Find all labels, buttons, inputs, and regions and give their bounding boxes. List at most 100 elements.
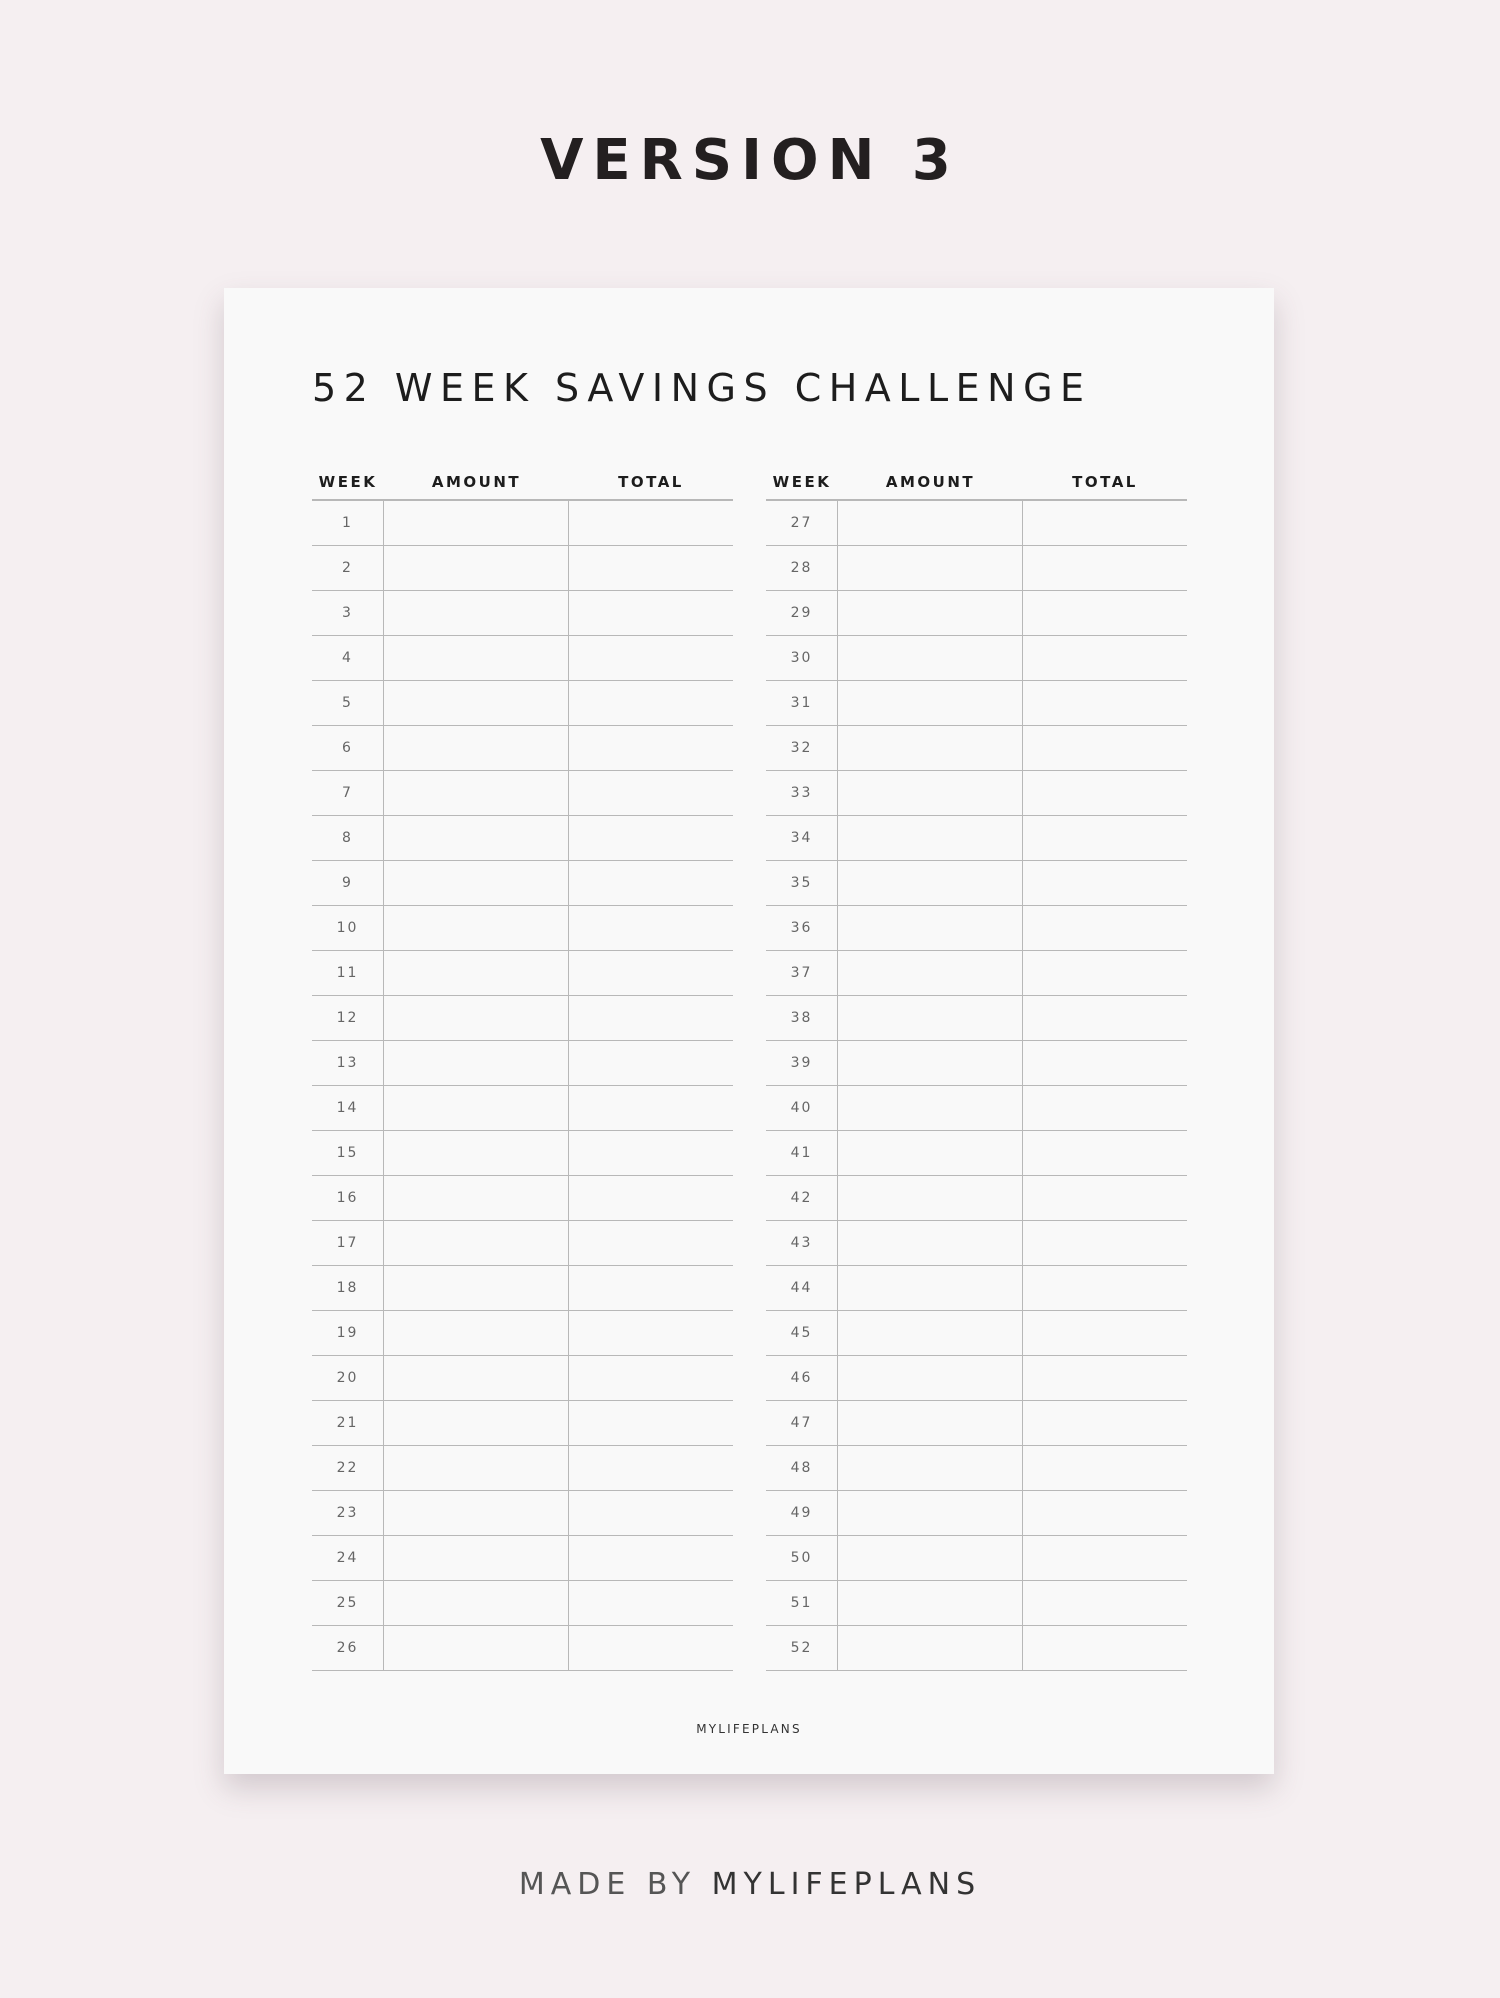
total-cell[interactable] xyxy=(1023,1311,1187,1355)
amount-cell[interactable] xyxy=(838,996,1023,1040)
amount-cell[interactable] xyxy=(384,591,569,635)
total-cell[interactable] xyxy=(569,1401,733,1445)
total-cell[interactable] xyxy=(1023,1446,1187,1490)
amount-cell[interactable] xyxy=(838,591,1023,635)
total-cell[interactable] xyxy=(1023,681,1187,725)
total-cell[interactable] xyxy=(1023,1581,1187,1625)
total-cell[interactable] xyxy=(569,1266,733,1310)
amount-cell[interactable] xyxy=(384,1356,569,1400)
total-cell[interactable] xyxy=(569,996,733,1040)
amount-cell[interactable] xyxy=(384,501,569,545)
total-cell[interactable] xyxy=(1023,1491,1187,1535)
total-cell[interactable] xyxy=(569,1221,733,1265)
total-cell[interactable] xyxy=(569,816,733,860)
total-cell[interactable] xyxy=(569,546,733,590)
total-cell[interactable] xyxy=(1023,1221,1187,1265)
amount-cell[interactable] xyxy=(384,1131,569,1175)
amount-cell[interactable] xyxy=(384,1401,569,1445)
amount-cell[interactable] xyxy=(384,906,569,950)
total-cell[interactable] xyxy=(1023,861,1187,905)
total-cell[interactable] xyxy=(569,906,733,950)
total-cell[interactable] xyxy=(569,726,733,770)
amount-cell[interactable] xyxy=(838,906,1023,950)
total-cell[interactable] xyxy=(569,1311,733,1355)
amount-cell[interactable] xyxy=(838,816,1023,860)
total-cell[interactable] xyxy=(569,1536,733,1580)
amount-cell[interactable] xyxy=(838,1581,1023,1625)
amount-cell[interactable] xyxy=(384,1581,569,1625)
amount-cell[interactable] xyxy=(838,1086,1023,1130)
total-cell[interactable] xyxy=(1023,1176,1187,1220)
total-cell[interactable] xyxy=(569,591,733,635)
total-cell[interactable] xyxy=(569,1626,733,1670)
amount-cell[interactable] xyxy=(384,861,569,905)
total-cell[interactable] xyxy=(569,636,733,680)
amount-cell[interactable] xyxy=(384,726,569,770)
amount-cell[interactable] xyxy=(384,1536,569,1580)
amount-cell[interactable] xyxy=(838,681,1023,725)
amount-cell[interactable] xyxy=(384,1626,569,1670)
amount-cell[interactable] xyxy=(384,636,569,680)
total-cell[interactable] xyxy=(569,951,733,995)
total-cell[interactable] xyxy=(1023,726,1187,770)
amount-cell[interactable] xyxy=(384,546,569,590)
amount-cell[interactable] xyxy=(838,726,1023,770)
amount-cell[interactable] xyxy=(838,1266,1023,1310)
amount-cell[interactable] xyxy=(384,816,569,860)
amount-cell[interactable] xyxy=(838,1221,1023,1265)
amount-cell[interactable] xyxy=(838,501,1023,545)
amount-cell[interactable] xyxy=(384,1176,569,1220)
amount-cell[interactable] xyxy=(838,1401,1023,1445)
total-cell[interactable] xyxy=(1023,906,1187,950)
amount-cell[interactable] xyxy=(384,1041,569,1085)
total-cell[interactable] xyxy=(569,1041,733,1085)
total-cell[interactable] xyxy=(1023,1131,1187,1175)
amount-cell[interactable] xyxy=(838,771,1023,815)
total-cell[interactable] xyxy=(1023,636,1187,680)
amount-cell[interactable] xyxy=(384,1311,569,1355)
total-cell[interactable] xyxy=(569,1356,733,1400)
total-cell[interactable] xyxy=(569,1176,733,1220)
amount-cell[interactable] xyxy=(384,951,569,995)
total-cell[interactable] xyxy=(569,1446,733,1490)
total-cell[interactable] xyxy=(1023,1356,1187,1400)
total-cell[interactable] xyxy=(569,1131,733,1175)
amount-cell[interactable] xyxy=(838,1041,1023,1085)
amount-cell[interactable] xyxy=(384,681,569,725)
amount-cell[interactable] xyxy=(838,546,1023,590)
total-cell[interactable] xyxy=(1023,591,1187,635)
amount-cell[interactable] xyxy=(384,1446,569,1490)
total-cell[interactable] xyxy=(569,501,733,545)
total-cell[interactable] xyxy=(1023,1536,1187,1580)
amount-cell[interactable] xyxy=(838,861,1023,905)
total-cell[interactable] xyxy=(569,1086,733,1130)
amount-cell[interactable] xyxy=(838,1626,1023,1670)
amount-cell[interactable] xyxy=(384,996,569,1040)
total-cell[interactable] xyxy=(1023,1086,1187,1130)
total-cell[interactable] xyxy=(1023,1401,1187,1445)
amount-cell[interactable] xyxy=(838,1131,1023,1175)
amount-cell[interactable] xyxy=(384,1221,569,1265)
amount-cell[interactable] xyxy=(838,636,1023,680)
total-cell[interactable] xyxy=(1023,1041,1187,1085)
amount-cell[interactable] xyxy=(838,1176,1023,1220)
amount-cell[interactable] xyxy=(384,771,569,815)
amount-cell[interactable] xyxy=(838,1311,1023,1355)
total-cell[interactable] xyxy=(1023,1626,1187,1670)
total-cell[interactable] xyxy=(1023,546,1187,590)
total-cell[interactable] xyxy=(569,681,733,725)
total-cell[interactable] xyxy=(1023,816,1187,860)
amount-cell[interactable] xyxy=(838,1536,1023,1580)
total-cell[interactable] xyxy=(1023,996,1187,1040)
total-cell[interactable] xyxy=(1023,771,1187,815)
amount-cell[interactable] xyxy=(384,1266,569,1310)
total-cell[interactable] xyxy=(569,1491,733,1535)
total-cell[interactable] xyxy=(1023,501,1187,545)
total-cell[interactable] xyxy=(569,771,733,815)
total-cell[interactable] xyxy=(1023,951,1187,995)
total-cell[interactable] xyxy=(569,1581,733,1625)
amount-cell[interactable] xyxy=(384,1491,569,1535)
amount-cell[interactable] xyxy=(838,1356,1023,1400)
amount-cell[interactable] xyxy=(838,1446,1023,1490)
amount-cell[interactable] xyxy=(384,1086,569,1130)
